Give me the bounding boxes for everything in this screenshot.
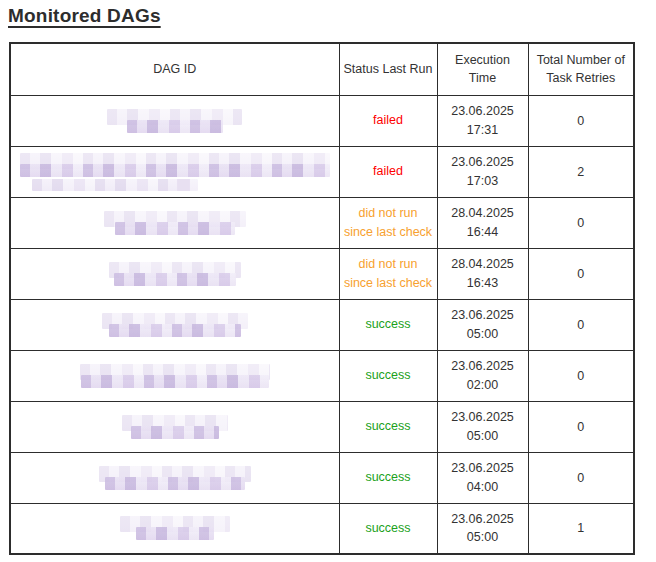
execution-date: 23.06.2025 [442,510,524,529]
status-text: success [365,468,410,487]
status-cell: success [339,401,437,452]
redacted-dag-id [15,109,335,133]
page-title: Monitored DAGs [8,5,161,27]
dag-id-cell [10,248,339,299]
execution-time-cell: 28.04.202516:44 [437,197,528,248]
redacted-dag-id [15,313,335,337]
dag-id-cell [10,197,339,248]
redacted-dag-id [15,211,335,235]
table-row: did not run since last check 28.04.20251… [10,248,634,299]
execution-time: 05:00 [442,528,524,547]
status-cell: success [339,299,437,350]
redacted-dag-id [15,262,335,286]
execution-time: 02:00 [442,376,524,395]
header-row: DAG ID Status Last Run Execution Time To… [10,43,634,95]
table-row: success 23.06.202504:00 0 [10,452,634,503]
dag-id-cell [10,146,339,197]
status-text: success [365,519,410,538]
redacted-dag-id [15,415,335,439]
execution-date: 23.06.2025 [442,153,524,172]
status-cell: success [339,452,437,503]
redacted-dag-id [15,466,335,490]
retries-cell: 0 [528,401,634,452]
header-status-last-run: Status Last Run [339,43,437,95]
execution-time-cell: 23.06.202505:00 [437,299,528,350]
table-row: failed 23.06.202517:31 0 [10,95,634,146]
execution-date: 28.04.2025 [442,204,524,223]
status-cell: did not run since last check [339,197,437,248]
retries-cell: 0 [528,299,634,350]
dag-id-cell [10,95,339,146]
execution-date: 23.06.2025 [442,102,524,121]
header-dag-id: DAG ID [10,43,339,95]
table-row: success 23.06.202502:00 0 [10,350,634,401]
status-cell: failed [339,95,437,146]
dag-id-cell [10,401,339,452]
status-text: success [365,366,410,385]
execution-time: 17:31 [442,121,524,140]
status-text: failed [373,162,403,181]
status-text: did not run since last check [344,204,433,242]
table-row: success 23.06.202505:00 0 [10,401,634,452]
execution-time-cell: 23.06.202502:00 [437,350,528,401]
execution-date: 23.06.2025 [442,306,524,325]
execution-time: 05:00 [442,325,524,344]
execution-time-cell: 23.06.202504:00 [437,452,528,503]
execution-date: 28.04.2025 [442,255,524,274]
status-text: failed [373,111,403,130]
dag-id-cell [10,299,339,350]
header-task-retries: Total Number of Task Retries [528,43,634,95]
status-text: success [365,315,410,334]
status-text: did not run since last check [344,255,433,293]
status-cell: failed [339,146,437,197]
execution-date: 23.06.2025 [442,459,524,478]
dag-id-cell [10,350,339,401]
retries-cell: 0 [528,197,634,248]
execution-time: 05:00 [442,427,524,446]
execution-time: 04:00 [442,478,524,497]
status-text: success [365,417,410,436]
monitored-dags-table: DAG ID Status Last Run Execution Time To… [9,42,635,555]
execution-time-cell: 28.04.202516:43 [437,248,528,299]
execution-time: 16:44 [442,223,524,242]
execution-time-cell: 23.06.202505:00 [437,401,528,452]
redacted-dag-id [15,364,335,388]
execution-date: 23.06.2025 [442,357,524,376]
status-cell: did not run since last check [339,248,437,299]
execution-time-cell: 23.06.202505:00 [437,503,528,554]
redacted-dag-id [15,153,335,191]
execution-time-cell: 23.06.202517:31 [437,95,528,146]
retries-cell: 1 [528,503,634,554]
retries-cell: 0 [528,95,634,146]
dag-id-cell [10,452,339,503]
retries-cell: 0 [528,452,634,503]
table-row: success 23.06.202505:00 1 [10,503,634,554]
redacted-dag-id [15,516,335,540]
table-row: failed 23.06.202517:03 2 [10,146,634,197]
execution-date: 23.06.2025 [442,408,524,427]
execution-time: 16:43 [442,274,524,293]
execution-time-cell: 23.06.202517:03 [437,146,528,197]
table-row: success 23.06.202505:00 0 [10,299,634,350]
execution-time: 17:03 [442,172,524,191]
status-cell: success [339,503,437,554]
table-row: did not run since last check 28.04.20251… [10,197,634,248]
dag-id-cell [10,503,339,554]
retries-cell: 2 [528,146,634,197]
retries-cell: 0 [528,350,634,401]
status-cell: success [339,350,437,401]
retries-cell: 0 [528,248,634,299]
header-execution-time: Execution Time [437,43,528,95]
